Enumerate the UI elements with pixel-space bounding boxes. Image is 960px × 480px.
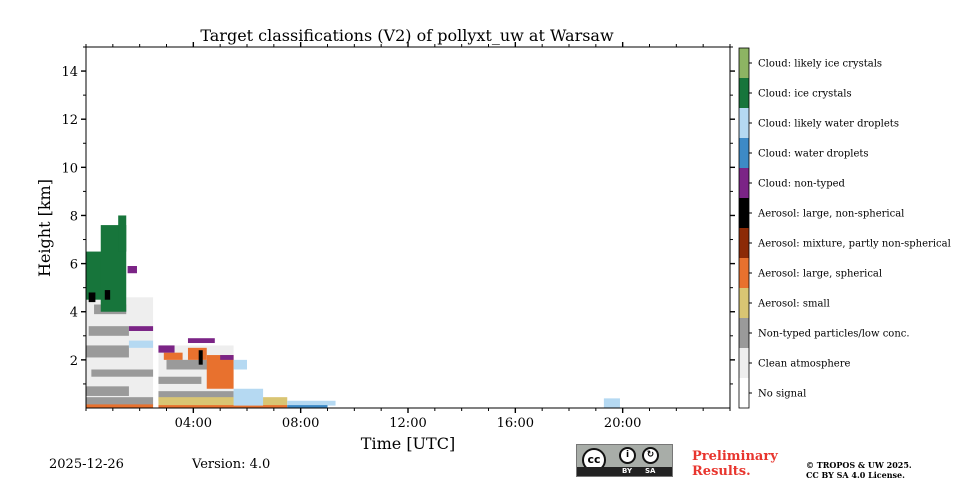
preliminary-line-2: Results. [692,464,751,479]
class-region-4 [86,404,154,408]
colorbar-swatch-0 [739,378,749,408]
x-tick-label: 20:00 [604,416,641,431]
class-region-9 [603,398,620,408]
colorbar-frame [738,47,750,409]
colorbar-label: Cloud: ice crystals [758,89,852,100]
class-region-8 [287,405,328,408]
colorbar-label: Cloud: likely water droplets [758,119,899,130]
class-region-9 [128,340,154,348]
x-tick-label: 12:00 [389,416,426,431]
class-region-6 [88,292,96,303]
class-region-2 [86,345,129,358]
colorbar-label: Cloud: likely ice crystals [758,59,882,70]
y-tick-label: 14 [61,65,78,80]
class-region-6 [198,350,203,365]
copyright-line-2: CC BY SA 4.0 License. [806,470,905,480]
class-region-2 [91,369,154,377]
class-region-9 [233,388,264,406]
colorbar-label: Aerosol: mixture, partly non-spherical [757,239,951,250]
class-region-2 [158,391,234,401]
colorbar-label: Non-typed particles/low conc. [758,329,910,340]
colorbar-swatch-6 [739,198,749,228]
version-label: Version: 4.0 [192,457,271,472]
y-tick-label: 12 [61,113,78,128]
colorbar-swatch-11 [739,48,749,78]
colorbar-swatch-10 [739,78,749,108]
copyright-note: © TROPOS & UW 2025. CC BY SA 4.0 License… [806,460,912,480]
class-region-7 [128,326,154,331]
colorbar-swatch-9 [739,108,749,138]
y-tick-label: 2 [70,354,78,369]
chart-title: Target classifications (V2) of pollyxt_u… [200,26,614,45]
colorbar-label: No signal [758,389,806,400]
class-region-4 [187,347,207,360]
date-label: 2025-12-26 [49,457,124,472]
class-region-4 [206,355,234,389]
class-region-4 [158,405,288,408]
class-region-2 [88,326,129,336]
cc-by-sa-badge: cc i ↻ BY SA [576,444,673,477]
colorbar-swatch-8 [739,138,749,168]
colorbar-swatch-1 [739,348,749,378]
cc-strip [577,467,672,476]
y-tick-label: 10 [61,161,78,176]
x-tick-label: 16:00 [497,416,534,431]
axis-ticks: 04:00 08:00 12:00 16:00 20:00 2 4 6 8 10 12 14 [61,42,735,431]
class-region-3 [158,397,288,406]
colorbar-label: Cloud: non-typed [758,179,846,190]
colorbar-label: Clean atmosphere [758,359,851,370]
class-region-4 [163,352,183,360]
preliminary-results-note: Preliminary Results. [692,449,778,479]
class-region-10 [118,215,127,252]
class-region-9 [233,359,247,370]
colorbar-swatch-4 [739,258,749,288]
y-tick-label: 4 [70,306,78,321]
class-region-2 [86,386,129,396]
colorbar-swatch-5 [739,228,749,258]
colorbar-swatch-7 [739,168,749,198]
colorbar-label: Cloud: water droplets [758,149,869,160]
class-region-9 [287,400,336,406]
sa-label: SA [645,467,656,475]
colorbar-swatch-2 [739,318,749,348]
x-axis-label: Time [UTC] [361,434,455,453]
class-region-2 [86,397,154,406]
colorbar-label: Aerosol: small [757,299,830,310]
x-tick-label: 08:00 [282,416,319,431]
colorbar-swatch-3 [739,288,749,318]
by-label: BY [622,467,633,475]
copyright-line-1: © TROPOS & UW 2025. [806,460,912,470]
colorbar-label: Aerosol: large, non-spherical [757,209,904,220]
sa-share-icon: ↻ [642,447,659,464]
class-region-2 [158,376,202,384]
class-region-7 [158,345,175,353]
y-tick-label: 8 [70,209,78,224]
colorbar-label: Aerosol: large, spherical [757,269,882,280]
colorbar-legend: No signal Clean atmosphere Non-typed parti… [738,47,951,409]
classification-data [86,215,620,408]
class-region-7 [187,338,215,344]
class-region-6 [104,290,111,300]
x-tick-label: 04:00 [175,416,212,431]
class-region-7 [127,266,137,274]
by-person-icon: i [619,447,636,464]
y-axis-label: Height [km] [35,179,54,277]
preliminary-line-1: Preliminary [692,449,778,464]
y-tick-label: 6 [70,258,78,273]
class-region-7 [220,355,234,360]
